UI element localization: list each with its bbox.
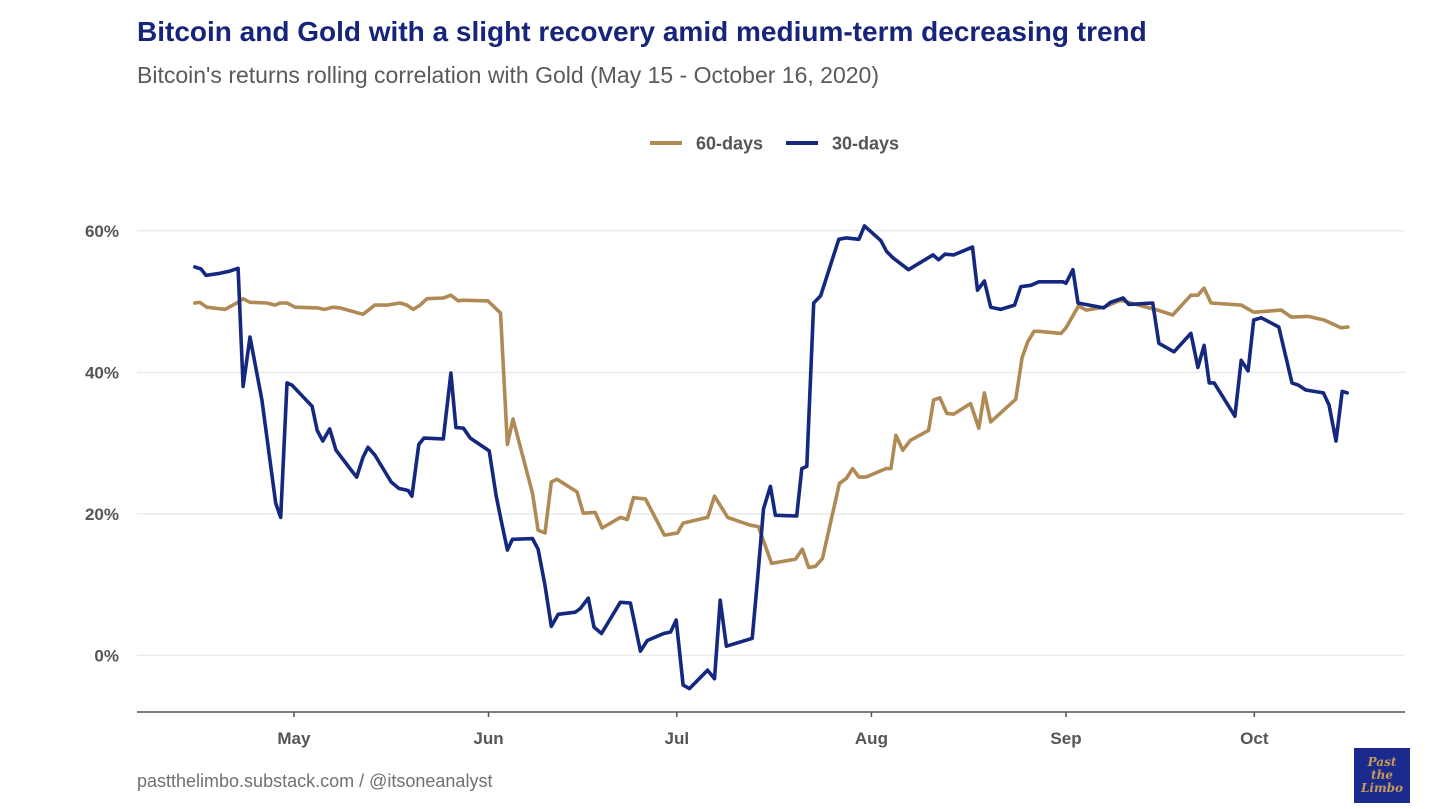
legend-label: 60-days: [696, 134, 763, 154]
y-tick-label: 40%: [85, 363, 119, 382]
series-line-30-days: [193, 224, 1349, 691]
logo-line: Past: [1367, 755, 1397, 769]
x-tick-label: Jul: [665, 729, 690, 748]
y-tick-label: 0%: [94, 646, 119, 665]
footer-credit: pastthelimbo.substack.com / @itsoneanaly…: [137, 771, 493, 791]
legend-label: 30-days: [832, 134, 899, 154]
x-axis-ticks: May Jun Jul Aug Sep Oct: [277, 712, 1269, 748]
legend: 60-days 30-days: [650, 134, 899, 154]
x-tick-label: Oct: [1240, 729, 1269, 748]
y-tick-label: 20%: [85, 505, 119, 524]
chart-subtitle: Bitcoin's returns rolling correlation wi…: [137, 62, 879, 88]
y-axis-ticks: 0% 20% 40% 60%: [85, 222, 119, 666]
y-tick-label: 60%: [85, 222, 119, 241]
x-tick-label: May: [277, 729, 311, 748]
logo-line: the: [1371, 768, 1393, 782]
x-tick-label: Aug: [855, 729, 888, 748]
series-line-60-days: [193, 286, 1350, 570]
chart-title: Bitcoin and Gold with a slight recovery …: [137, 16, 1147, 47]
gridlines: [137, 230, 1405, 657]
logo-line: Limbo: [1360, 781, 1404, 795]
x-tick-label: Jun: [473, 729, 503, 748]
past-the-limbo-logo: Past the Limbo: [1354, 748, 1410, 803]
x-tick-label: Sep: [1050, 729, 1081, 748]
series-lines: [193, 224, 1350, 691]
